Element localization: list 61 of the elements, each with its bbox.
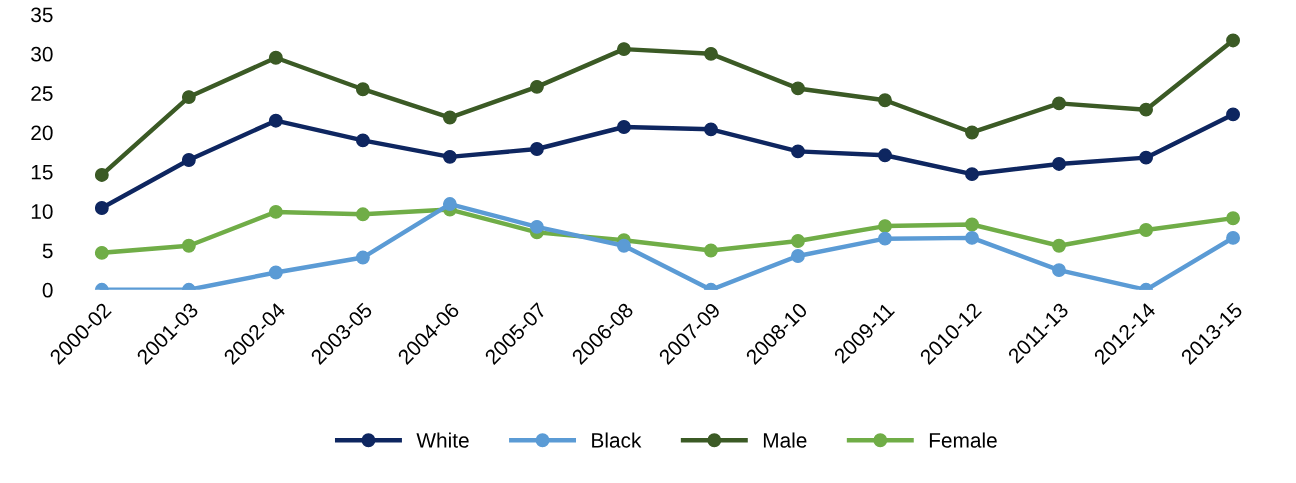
point <box>878 231 892 246</box>
point <box>94 245 109 260</box>
point <box>791 249 805 263</box>
legend-label: Female <box>929 432 997 448</box>
point <box>1139 102 1153 117</box>
y-tick-label: 15 <box>31 165 53 180</box>
point <box>878 148 892 163</box>
point <box>1139 150 1153 165</box>
point <box>616 120 631 134</box>
point <box>355 133 370 148</box>
point <box>878 219 892 234</box>
point <box>1226 230 1240 245</box>
legend-label: Male <box>763 432 807 448</box>
point <box>1052 238 1066 253</box>
y-tick-label: 35 <box>31 7 53 23</box>
y-tick-label: 0 <box>42 282 53 298</box>
y-tick-label: 10 <box>31 204 53 219</box>
point <box>94 201 109 215</box>
point <box>965 167 979 182</box>
point <box>529 79 544 94</box>
point <box>965 230 979 245</box>
point <box>1226 211 1240 226</box>
point <box>616 42 631 57</box>
point <box>791 144 805 159</box>
point <box>94 168 109 182</box>
point <box>965 217 979 232</box>
point <box>704 122 718 137</box>
point <box>355 82 370 97</box>
y-tick-label: 25 <box>31 86 53 101</box>
point <box>442 197 457 212</box>
point <box>355 207 370 222</box>
point <box>268 113 283 128</box>
point <box>529 142 544 156</box>
y-tick-label: 20 <box>31 125 53 141</box>
point <box>181 153 196 167</box>
point <box>1139 223 1153 237</box>
legend-label: White <box>416 432 469 448</box>
point <box>878 93 892 108</box>
point <box>529 219 544 234</box>
point <box>181 238 196 253</box>
point <box>704 46 718 61</box>
point <box>268 204 283 219</box>
point <box>355 250 370 265</box>
point <box>1052 96 1066 111</box>
legend-label: Black <box>592 432 642 448</box>
point <box>1052 263 1066 278</box>
point <box>704 243 718 258</box>
point <box>268 265 283 280</box>
point <box>1052 156 1066 171</box>
point <box>181 90 196 105</box>
point <box>442 149 457 164</box>
point <box>268 50 283 65</box>
point <box>616 238 631 253</box>
point <box>791 81 805 96</box>
point <box>1226 33 1240 48</box>
point <box>965 125 979 140</box>
point <box>1226 107 1240 122</box>
point <box>791 234 805 248</box>
y-tick-label: 30 <box>31 46 53 62</box>
point <box>442 110 457 125</box>
y-tick-label: 5 <box>42 243 53 259</box>
